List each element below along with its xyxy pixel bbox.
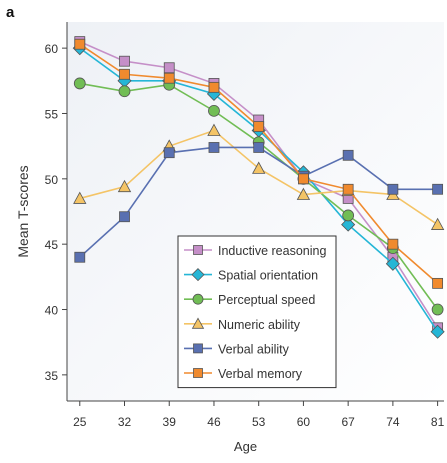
y-tick-label: 50 — [45, 173, 59, 187]
data-point — [298, 173, 309, 185]
data-point — [117, 179, 132, 193]
x-tick-label: 81 — [431, 415, 445, 429]
legend-marker — [191, 268, 205, 282]
x-tick-label: 25 — [73, 415, 87, 429]
data-point — [73, 77, 86, 90]
legend-label: Verbal memory — [218, 367, 303, 381]
data-point — [342, 149, 354, 161]
data-point — [119, 68, 130, 80]
legend-marker — [192, 293, 204, 305]
data-point — [387, 238, 399, 250]
data-point — [432, 183, 444, 195]
y-tick-label: 45 — [45, 238, 59, 252]
data-point — [119, 211, 130, 223]
legend-marker — [193, 245, 203, 255]
y-tick-label: 60 — [45, 42, 59, 56]
data-point — [74, 38, 86, 50]
panel-label: a — [6, 4, 15, 21]
x-tick-label: 32 — [118, 415, 132, 429]
data-point — [432, 277, 444, 289]
y-axis-label: Mean T-scores — [15, 165, 31, 257]
legend-box — [177, 235, 337, 389]
data-point — [163, 72, 175, 84]
data-point — [342, 183, 354, 195]
x-tick-label: 60 — [297, 415, 311, 429]
data-point — [296, 187, 311, 200]
data-point — [208, 81, 220, 93]
legend-label: Inductive reasoning — [218, 244, 326, 258]
legend: Inductive reasoning Spatial orientation Pe… — [177, 235, 337, 389]
x-axis-label: Age — [234, 439, 257, 454]
x-tick-label: 67 — [341, 415, 355, 429]
legend-marker — [191, 317, 205, 329]
data-point — [385, 256, 400, 271]
legend-marker — [193, 368, 203, 378]
data-point — [207, 123, 221, 136]
data-point — [208, 104, 220, 117]
data-point — [119, 55, 130, 67]
y-tick-label: 35 — [45, 369, 59, 383]
data-point — [208, 142, 220, 153]
x-tick-label: 53 — [252, 415, 266, 429]
legend-label: Perceptual speed — [218, 293, 315, 307]
data-point — [118, 85, 131, 98]
y-tick-label: 55 — [45, 107, 59, 121]
x-tick-label: 46 — [207, 415, 221, 429]
data-point — [252, 161, 266, 174]
legend-label: Verbal ability — [218, 342, 290, 356]
data-point — [253, 142, 265, 153]
data-point — [73, 191, 87, 204]
data-point — [163, 62, 175, 74]
data-point — [342, 209, 355, 222]
data-point — [341, 217, 356, 232]
y-tick-label: 40 — [45, 304, 59, 318]
data-point — [253, 121, 265, 132]
data-point — [430, 217, 445, 230]
data-point — [430, 324, 445, 339]
series-6 — [74, 38, 444, 289]
x-tick-label: 74 — [386, 415, 400, 429]
data-point — [387, 183, 399, 195]
legend-label: Numeric ability — [218, 318, 301, 332]
data-point — [74, 251, 86, 263]
legend-label: Spatial orientation — [218, 269, 318, 283]
x-tick-label: 39 — [163, 415, 177, 429]
data-point — [431, 303, 444, 316]
data-point — [163, 147, 175, 159]
legend-marker — [193, 343, 203, 354]
